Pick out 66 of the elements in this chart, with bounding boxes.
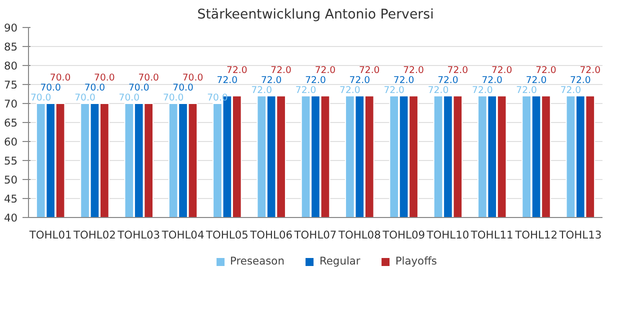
legend-label: Regular [319, 254, 360, 268]
data-label: 72.0 [384, 84, 405, 96]
x-tick-label: TOHL02 [72, 228, 116, 242]
data-label: 72.0 [305, 74, 326, 86]
data-label: 70.0 [84, 82, 106, 94]
data-label: 72.0 [536, 64, 556, 76]
data-label: 72.0 [482, 74, 503, 86]
chart-title: Stärkeentwicklung Antonio Perversi [197, 8, 434, 22]
data-label: 72.0 [251, 84, 272, 96]
y-tick-label: 85 [4, 40, 18, 54]
data-label: 72.0 [270, 64, 292, 76]
data-label: 72.0 [580, 64, 601, 76]
data-label: 70.0 [138, 72, 160, 84]
x-tick-label: TOHL12 [514, 228, 558, 242]
data-label: 72.0 [349, 74, 370, 86]
y-tick-label: 90 [4, 22, 18, 34]
data-label: 72.0 [447, 64, 468, 76]
data-label: 72.0 [393, 74, 414, 86]
data-label: 72.0 [260, 74, 282, 86]
data-label: 72.0 [560, 84, 582, 96]
legend-label: Preseason [230, 254, 284, 268]
x-tick-label: TOHL11 [470, 228, 514, 242]
y-tick-label: 65 [4, 116, 18, 130]
data-label: 70.0 [128, 82, 150, 94]
data-label: 70.0 [50, 72, 71, 84]
y-tick-label: 40 [4, 212, 18, 224]
data-label: 70.0 [30, 92, 52, 104]
data-label: 72.0 [491, 64, 512, 76]
data-label: 72.0 [358, 64, 380, 76]
y-tick-label: 60 [4, 136, 18, 148]
x-tick-label: TOHL01 [28, 228, 72, 242]
y-tick-label: 50 [4, 174, 18, 186]
x-tick-label: TOHL05 [204, 228, 248, 242]
x-tick-label: TOHL10 [426, 228, 470, 242]
data-label: 72.0 [570, 74, 591, 86]
data-label: 72.0 [403, 64, 424, 76]
y-tick-label: 70 [4, 98, 18, 110]
data-label: 72.0 [438, 74, 458, 86]
x-tick-label: TOHL08 [337, 228, 382, 242]
data-label: 70.0 [172, 82, 194, 94]
y-tick-label: 55 [4, 154, 18, 168]
y-tick-label: 75 [4, 78, 18, 92]
data-label: 72.0 [428, 84, 449, 96]
data-label: 72.0 [526, 74, 547, 86]
data-label: 72.0 [516, 84, 538, 96]
data-label: 70.0 [162, 92, 184, 104]
x-tick-label: TOHL06 [249, 228, 293, 242]
y-tick-label: 45 [4, 192, 18, 206]
y-tick-label: 80 [4, 60, 18, 72]
data-label: 72.0 [226, 64, 248, 76]
legend-label: Playoffs [395, 254, 437, 268]
x-tick-label: TOHL13 [558, 228, 602, 242]
data-label: 70.0 [182, 72, 204, 84]
data-label: 70.0 [118, 92, 140, 104]
x-tick-label: TOHL03 [116, 228, 160, 242]
data-label: 72.0 [216, 74, 238, 86]
data-label: 72.0 [472, 84, 493, 96]
data-label: 70.0 [94, 72, 115, 84]
data-label: 70.0 [40, 82, 62, 94]
data-label: 72.0 [340, 84, 360, 96]
x-tick-label: TOHL07 [293, 228, 337, 242]
data-label: 72.0 [314, 64, 336, 76]
data-label: 70.0 [74, 92, 96, 104]
data-label: 72.0 [295, 84, 316, 96]
x-tick-label: TOHL04 [160, 228, 204, 242]
x-tick-label: TOHL09 [382, 228, 426, 242]
